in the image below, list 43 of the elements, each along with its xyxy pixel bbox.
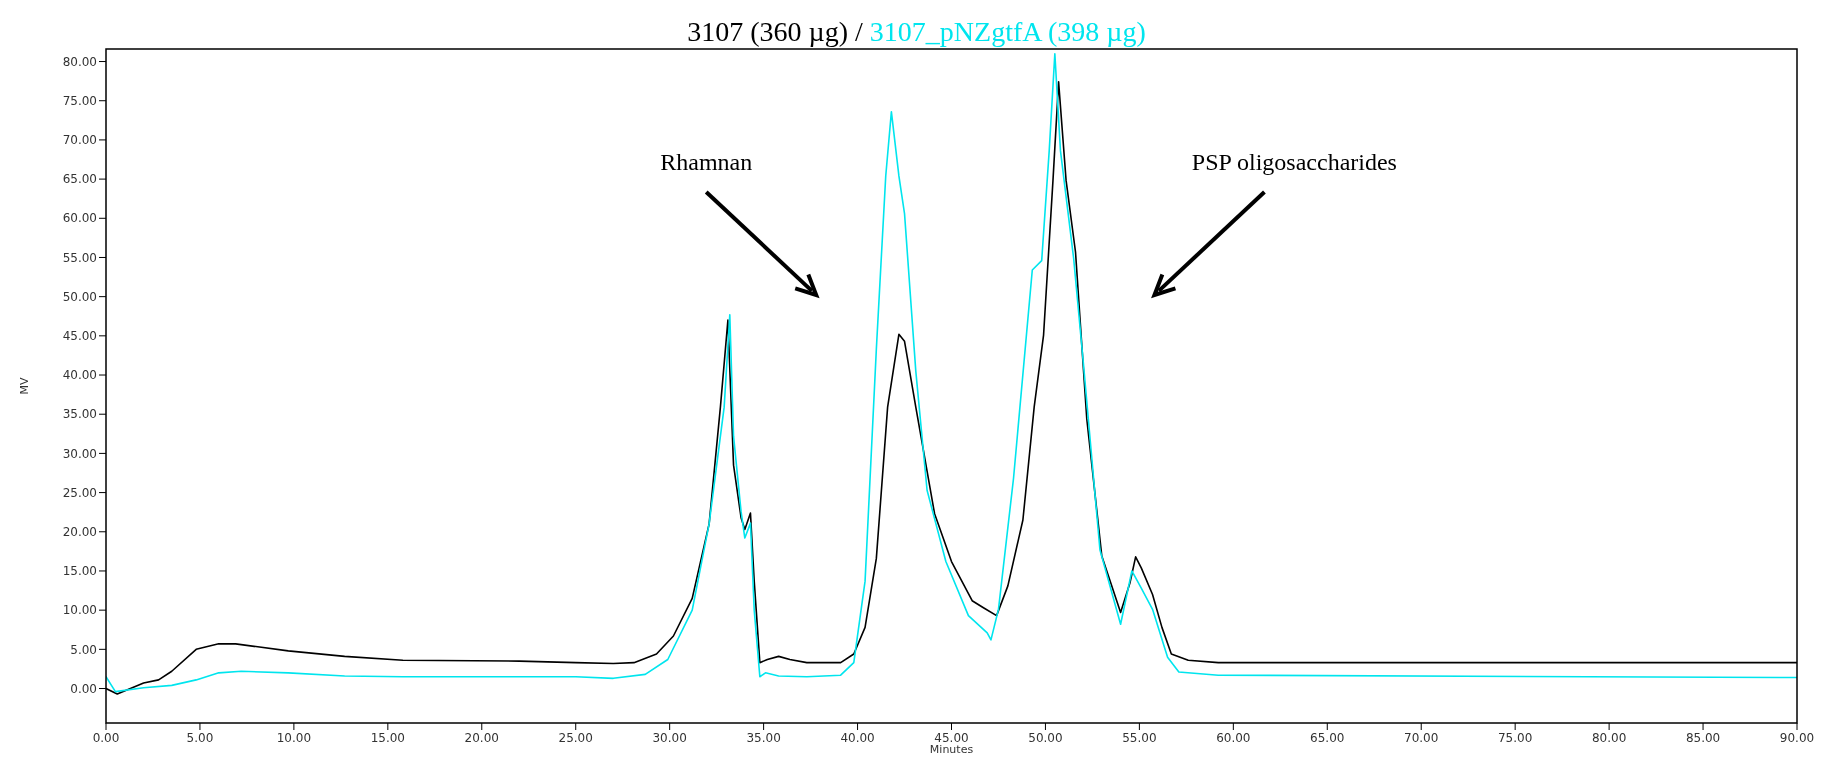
x-tick-label: 20.00 [464,731,499,745]
x-tick-label: 70.00 [1404,731,1439,745]
x-axis-title: Minutes [929,743,974,756]
y-tick-label: 10.00 [62,603,97,618]
y-axis-title: MV [18,377,31,395]
x-tick-label: 85.00 [1685,731,1721,745]
y-tick-label: 45.00 [62,329,97,344]
legend-title: / [848,16,870,47]
y-tick-label: 30.00 [62,446,97,461]
annotation: PSP oligosaccharides [1191,149,1397,176]
x-tick-label: 25.00 [558,731,593,745]
x-tick-label: 40.00 [840,731,875,745]
x-tick-label: 75.00 [1497,731,1533,745]
y-tick-label: 60.00 [62,211,97,226]
y-tick-label: 75.00 [62,93,97,108]
x-tick-label: 35.00 [746,731,781,745]
x-tick-label: 30.00 [652,731,687,745]
y-tick-label: 20.00 [62,524,97,539]
x-tick-label: 50.00 [1028,731,1063,745]
y-tick-label: 80.00 [62,54,97,69]
y-tick-label: 0.00 [70,681,97,696]
y-tick-label: 15.00 [62,564,97,579]
x-tick-label: 10.00 [276,731,312,745]
y-tick-label: 5.00 [70,642,97,657]
x-tick-label: 55.00 [1122,731,1157,745]
x-tick-label: 45.00 [934,731,969,745]
x-tick-label: 5.00 [186,731,214,745]
y-tick-label: 25.00 [62,485,97,500]
y-tick-label: 35.00 [62,407,97,422]
x-tick-label: 80.00 [1591,731,1627,745]
x-tick-label: 0.00 [92,731,120,745]
y-tick-label: 50.00 [62,289,97,304]
y-tick-label: 65.00 [62,172,97,187]
x-tick-label: 60.00 [1216,731,1251,745]
text: 3107 (360 µg) [687,16,849,47]
y-tick-label: 70.00 [62,133,97,148]
annotation: Rhamnan [660,149,753,176]
x-tick-label: 90.00 [1779,731,1815,745]
y-tick-label: 40.00 [62,368,97,383]
y-tick-label: 55.00 [62,250,97,265]
series-label: 3107_pNZgtfA (398 µg) [869,16,1146,47]
x-tick-label: 15.00 [370,731,406,745]
x-tick-label: 65.00 [1310,731,1345,745]
